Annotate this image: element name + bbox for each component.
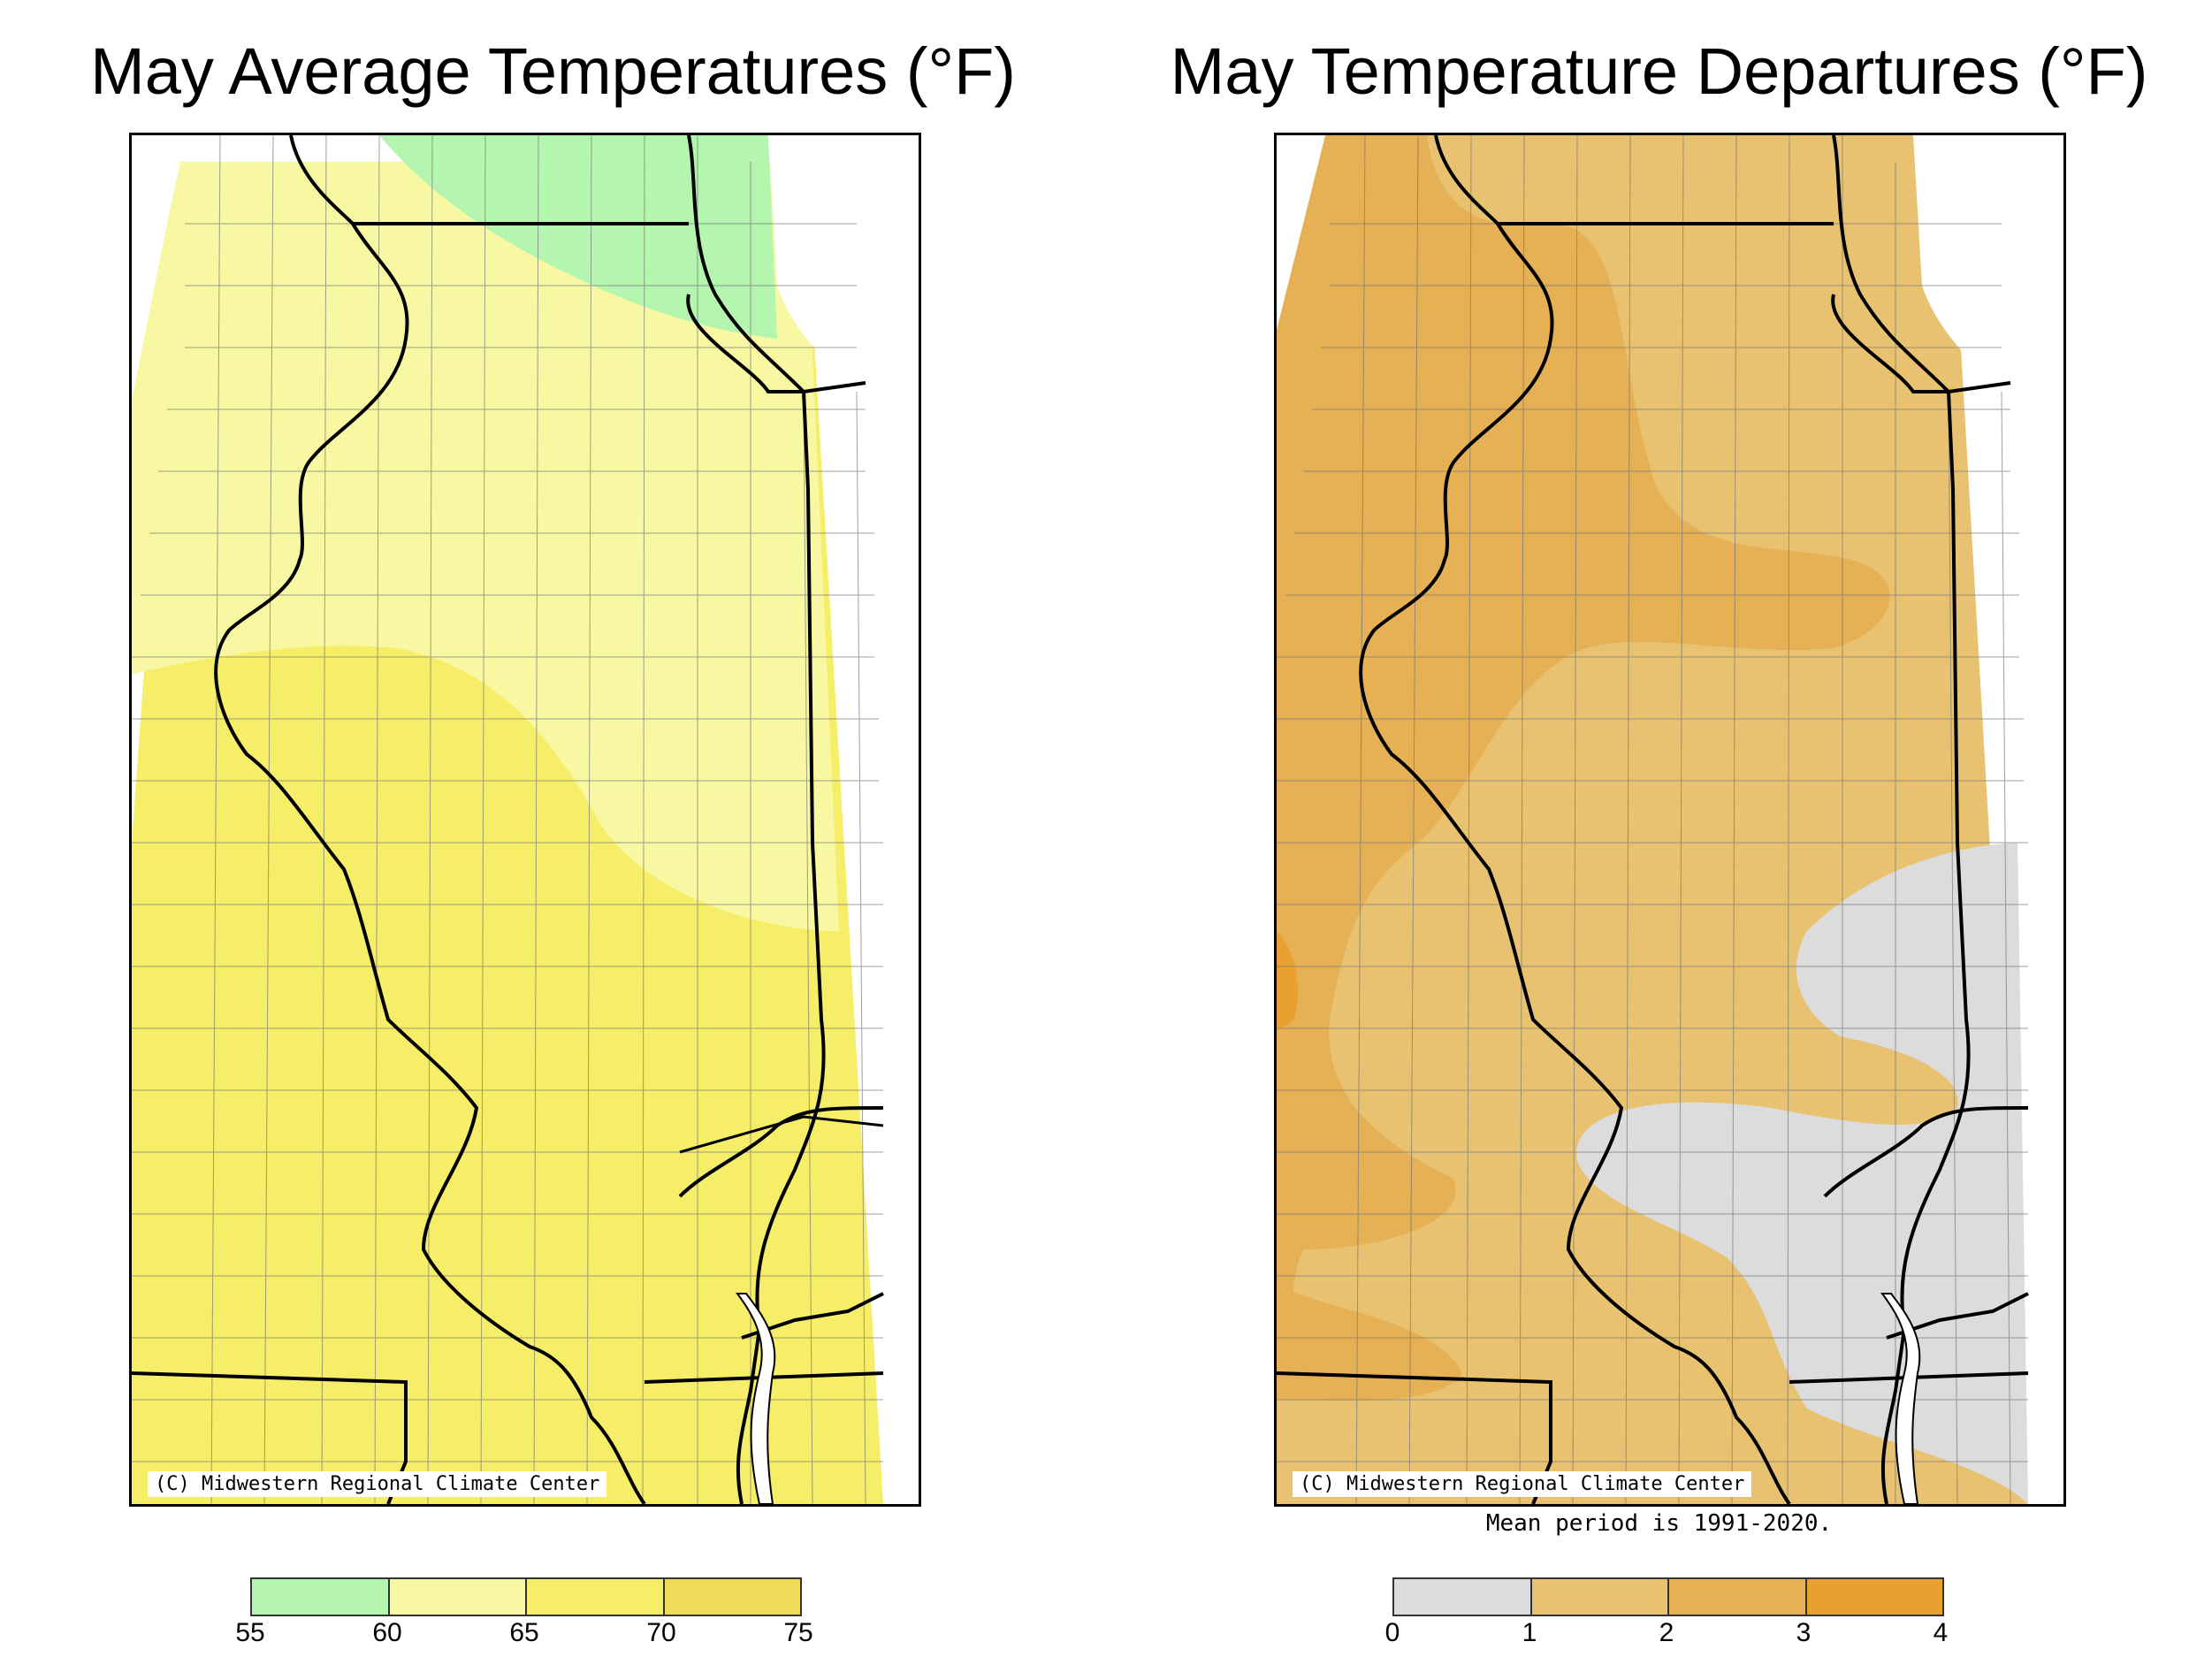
legend-tick: 60 [372,1618,402,1647]
legend-swatch-65-70 [527,1579,665,1615]
temperature-departure-ticks: 0 1 2 3 4 [1385,1618,1949,1653]
lake-area [1913,135,2063,397]
west-edge-white [1277,135,1325,330]
legend-swatch-1-2 [1531,1579,1669,1615]
legend-swatch-3-4 [1806,1579,1942,1615]
legend-tick: 65 [509,1618,539,1647]
legend-swatch-0-1 [1394,1579,1532,1615]
temperature-departure-panel: May Temperature Departures (°F) [1106,0,2212,1657]
legend-tick: 1 [1522,1618,1537,1647]
legend-tick: 70 [646,1618,676,1647]
legend-swatch-70-75 [664,1579,800,1615]
legend-tick: 4 [1933,1618,1949,1647]
county-grid [132,135,883,1504]
zone-3-4 [1277,931,1298,1028]
zone-2-3-south [1277,1285,1462,1401]
legend-tick: 3 [1796,1618,1812,1647]
legend-tick: 2 [1659,1618,1674,1647]
county-grid [1277,135,2028,1504]
river-lakes [736,1293,776,1504]
west-edge-white [132,135,185,401]
legend-tick: 0 [1384,1618,1400,1647]
average-temperature-ticks: 55 60 65 70 75 [235,1618,812,1653]
average-temperature-title: May Average Temperatures (°F) [90,34,1016,108]
east-edge-white [2010,392,2063,1504]
legend-swatch-60-65 [389,1579,527,1615]
mean-period-note: Mean period is 1991-2020. [1485,1510,1833,1537]
legend-swatch-55-60 [252,1579,390,1615]
average-temperature-legend [250,1577,802,1616]
temperature-departure-credit: (C) Midwestern Regional Climate Center [1293,1471,1752,1497]
zone-2-3 [1277,135,1890,1391]
lake-area [768,135,919,397]
temperature-departure-legend [1392,1577,1944,1616]
average-temperature-map: (C) Midwestern Regional Climate Center [129,133,921,1507]
legend-swatch-2-3 [1669,1579,1807,1615]
zone-55-60 [379,135,777,339]
legend-tick: 55 [235,1618,265,1647]
average-temperature-credit: (C) Midwestern Regional Climate Center [148,1471,607,1497]
river-lakes [1880,1293,1921,1504]
average-temperature-map-svg [132,135,919,1504]
east-edge-white [866,392,919,1504]
zone-60-65 [132,162,839,931]
temperature-departure-map: (C) Midwestern Regional Climate Center [1274,133,2066,1507]
temperature-departure-title: May Temperature Departures (°F) [1170,34,2148,108]
temperature-departure-map-svg [1277,135,2063,1504]
legend-tick: 75 [783,1618,813,1647]
average-temperature-panel: May Average Temperatures (°F) [90,34,1016,1653]
